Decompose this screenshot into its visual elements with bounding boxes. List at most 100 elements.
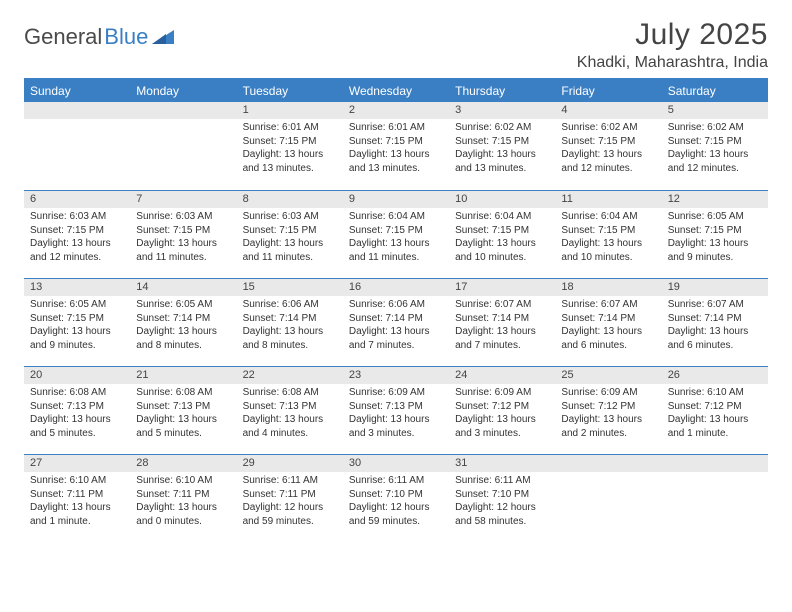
calendar-cell: 6Sunrise: 6:03 AMSunset: 7:15 PMDaylight… (24, 190, 130, 278)
sunrise-line: Sunrise: 6:04 AM (561, 210, 655, 224)
calendar-cell: 14Sunrise: 6:05 AMSunset: 7:14 PMDayligh… (130, 278, 236, 366)
day-details: Sunrise: 6:05 AMSunset: 7:14 PMDaylight:… (130, 296, 236, 356)
daylight-line: Daylight: 13 hours and 1 minute. (668, 413, 762, 440)
sunrise-line: Sunrise: 6:07 AM (668, 298, 762, 312)
sunset-line: Sunset: 7:14 PM (668, 312, 762, 326)
sunset-line: Sunset: 7:13 PM (349, 400, 443, 414)
calendar-cell: 30Sunrise: 6:11 AMSunset: 7:10 PMDayligh… (343, 454, 449, 542)
sunrise-line: Sunrise: 6:11 AM (455, 474, 549, 488)
sunset-line: Sunset: 7:15 PM (455, 224, 549, 238)
daylight-line: Daylight: 13 hours and 7 minutes. (455, 325, 549, 352)
sunrise-line: Sunrise: 6:05 AM (668, 210, 762, 224)
daylight-line: Daylight: 13 hours and 5 minutes. (136, 413, 230, 440)
calendar-cell: 8Sunrise: 6:03 AMSunset: 7:15 PMDaylight… (237, 190, 343, 278)
sunset-line: Sunset: 7:10 PM (349, 488, 443, 502)
day-number: 23 (343, 366, 449, 384)
day-details: Sunrise: 6:04 AMSunset: 7:15 PMDaylight:… (449, 208, 555, 268)
day-details: Sunrise: 6:03 AMSunset: 7:15 PMDaylight:… (24, 208, 130, 268)
calendar-cell (24, 102, 130, 190)
day-details: Sunrise: 6:07 AMSunset: 7:14 PMDaylight:… (555, 296, 661, 356)
calendar-cell: 22Sunrise: 6:08 AMSunset: 7:13 PMDayligh… (237, 366, 343, 454)
calendar-cell: 18Sunrise: 6:07 AMSunset: 7:14 PMDayligh… (555, 278, 661, 366)
daylight-line: Daylight: 13 hours and 13 minutes. (243, 148, 337, 175)
day-number: 12 (662, 190, 768, 208)
sunset-line: Sunset: 7:11 PM (30, 488, 124, 502)
day-number: 10 (449, 190, 555, 208)
daylight-line: Daylight: 13 hours and 8 minutes. (136, 325, 230, 352)
sunrise-line: Sunrise: 6:03 AM (30, 210, 124, 224)
day-number: 22 (237, 366, 343, 384)
daylight-line: Daylight: 12 hours and 59 minutes. (349, 501, 443, 528)
sunrise-line: Sunrise: 6:11 AM (243, 474, 337, 488)
calendar-cell (662, 454, 768, 542)
day-number: 28 (130, 454, 236, 472)
calendar-cell: 23Sunrise: 6:09 AMSunset: 7:13 PMDayligh… (343, 366, 449, 454)
sunrise-line: Sunrise: 6:08 AM (243, 386, 337, 400)
calendar-table: SundayMondayTuesdayWednesdayThursdayFrid… (24, 80, 768, 542)
day-number (24, 102, 130, 119)
day-number: 31 (449, 454, 555, 472)
calendar-cell: 2Sunrise: 6:01 AMSunset: 7:15 PMDaylight… (343, 102, 449, 190)
daylight-line: Daylight: 13 hours and 7 minutes. (349, 325, 443, 352)
calendar-week-row: 1Sunrise: 6:01 AMSunset: 7:15 PMDaylight… (24, 102, 768, 190)
daylight-line: Daylight: 13 hours and 5 minutes. (30, 413, 124, 440)
daylight-line: Daylight: 13 hours and 11 minutes. (243, 237, 337, 264)
day-number: 4 (555, 102, 661, 119)
day-details: Sunrise: 6:07 AMSunset: 7:14 PMDaylight:… (662, 296, 768, 356)
day-number: 21 (130, 366, 236, 384)
sunrise-line: Sunrise: 6:10 AM (668, 386, 762, 400)
day-details: Sunrise: 6:10 AMSunset: 7:12 PMDaylight:… (662, 384, 768, 444)
page-header: GeneralBlue July 2025 Khadki, Maharashtr… (24, 18, 768, 72)
logo: GeneralBlue (24, 24, 174, 50)
sunset-line: Sunset: 7:10 PM (455, 488, 549, 502)
sunset-line: Sunset: 7:14 PM (136, 312, 230, 326)
sunset-line: Sunset: 7:14 PM (243, 312, 337, 326)
daylight-line: Daylight: 13 hours and 11 minutes. (136, 237, 230, 264)
day-number: 14 (130, 278, 236, 296)
weekday-header: Sunday (24, 80, 130, 102)
calendar-cell: 9Sunrise: 6:04 AMSunset: 7:15 PMDaylight… (343, 190, 449, 278)
daylight-line: Daylight: 13 hours and 12 minutes. (30, 237, 124, 264)
daylight-line: Daylight: 13 hours and 8 minutes. (243, 325, 337, 352)
sunset-line: Sunset: 7:15 PM (455, 135, 549, 149)
day-number: 11 (555, 190, 661, 208)
sunrise-line: Sunrise: 6:06 AM (243, 298, 337, 312)
calendar-cell: 28Sunrise: 6:10 AMSunset: 7:11 PMDayligh… (130, 454, 236, 542)
sunset-line: Sunset: 7:15 PM (30, 312, 124, 326)
day-details: Sunrise: 6:05 AMSunset: 7:15 PMDaylight:… (662, 208, 768, 268)
sunrise-line: Sunrise: 6:02 AM (668, 121, 762, 135)
day-number: 24 (449, 366, 555, 384)
daylight-line: Daylight: 13 hours and 12 minutes. (561, 148, 655, 175)
day-details: Sunrise: 6:07 AMSunset: 7:14 PMDaylight:… (449, 296, 555, 356)
weekday-header-row: SundayMondayTuesdayWednesdayThursdayFrid… (24, 80, 768, 102)
day-details: Sunrise: 6:04 AMSunset: 7:15 PMDaylight:… (555, 208, 661, 268)
daylight-line: Daylight: 13 hours and 6 minutes. (668, 325, 762, 352)
daylight-line: Daylight: 12 hours and 59 minutes. (243, 501, 337, 528)
daylight-line: Daylight: 13 hours and 10 minutes. (455, 237, 549, 264)
sunrise-line: Sunrise: 6:09 AM (561, 386, 655, 400)
sunrise-line: Sunrise: 6:10 AM (30, 474, 124, 488)
day-details: Sunrise: 6:11 AMSunset: 7:11 PMDaylight:… (237, 472, 343, 532)
location-text: Khadki, Maharashtra, India (577, 54, 768, 72)
day-number: 25 (555, 366, 661, 384)
calendar-cell: 19Sunrise: 6:07 AMSunset: 7:14 PMDayligh… (662, 278, 768, 366)
daylight-line: Daylight: 13 hours and 9 minutes. (668, 237, 762, 264)
weekday-header: Thursday (449, 80, 555, 102)
calendar-cell: 13Sunrise: 6:05 AMSunset: 7:15 PMDayligh… (24, 278, 130, 366)
day-details: Sunrise: 6:01 AMSunset: 7:15 PMDaylight:… (343, 119, 449, 179)
daylight-line: Daylight: 13 hours and 3 minutes. (349, 413, 443, 440)
calendar-cell: 16Sunrise: 6:06 AMSunset: 7:14 PMDayligh… (343, 278, 449, 366)
day-details: Sunrise: 6:04 AMSunset: 7:15 PMDaylight:… (343, 208, 449, 268)
day-number: 16 (343, 278, 449, 296)
day-number: 6 (24, 190, 130, 208)
sunset-line: Sunset: 7:15 PM (349, 135, 443, 149)
calendar-cell (555, 454, 661, 542)
day-details: Sunrise: 6:01 AMSunset: 7:15 PMDaylight:… (237, 119, 343, 179)
calendar-cell: 21Sunrise: 6:08 AMSunset: 7:13 PMDayligh… (130, 366, 236, 454)
day-details: Sunrise: 6:03 AMSunset: 7:15 PMDaylight:… (237, 208, 343, 268)
weekday-header: Wednesday (343, 80, 449, 102)
sunset-line: Sunset: 7:11 PM (136, 488, 230, 502)
sunset-line: Sunset: 7:14 PM (455, 312, 549, 326)
day-details: Sunrise: 6:08 AMSunset: 7:13 PMDaylight:… (24, 384, 130, 444)
daylight-line: Daylight: 13 hours and 11 minutes. (349, 237, 443, 264)
